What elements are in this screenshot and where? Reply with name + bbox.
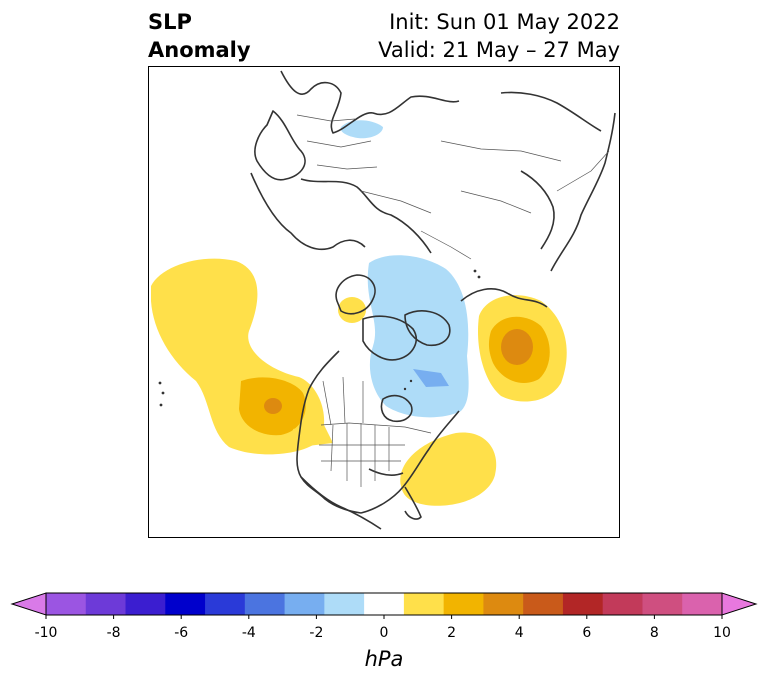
valid-range: Valid: 21 May – 27 May (378, 38, 620, 62)
colorbar-segment (46, 593, 87, 615)
colorbar-tick-label: -6 (174, 625, 189, 641)
colorbar-segment (284, 593, 325, 615)
colorbar-segment (364, 593, 405, 615)
colorbar-segment (205, 593, 246, 615)
north-pacific-high (151, 258, 325, 455)
colorbar-segment (125, 593, 166, 615)
colorbar-under-arrow (10, 592, 47, 616)
aleutian-islands (158, 269, 481, 407)
colorbar-tick-label: 6 (582, 625, 592, 641)
title-line-2: Anomaly (148, 38, 251, 62)
chart-subtitle: Init: Sun 01 May 2022 Valid: 21 May – 27… (378, 8, 620, 64)
colorbar-segment (642, 593, 683, 615)
colorbar-over-arrow (721, 592, 758, 616)
colorbar-tick-label: 4 (514, 625, 524, 641)
title-line-1: SLP (148, 10, 192, 34)
colorbar-tick-label: -8 (106, 625, 121, 641)
colorbar-tick-label: 10 (713, 625, 731, 641)
colorbar-tick-label: 8 (649, 625, 659, 641)
colorbar-segment (483, 593, 524, 615)
western-atlantic-high (293, 423, 497, 506)
map-panel (148, 66, 620, 538)
colorbar-segment (682, 593, 723, 615)
colorbar (10, 592, 758, 619)
siberian-high (477, 295, 567, 402)
political-borders (296, 114, 610, 487)
colorbar-segment (602, 593, 643, 615)
colorbar-segment (562, 593, 604, 615)
colorbar-unit: hPa (364, 647, 404, 671)
colorbar-segment (443, 593, 484, 615)
colorbar-segment (85, 593, 127, 615)
colorbar-segment (324, 593, 365, 615)
init-date: Init: Sun 01 May 2022 (389, 10, 620, 34)
chart-title: SLP Anomaly (148, 8, 251, 64)
colorbar-segment (244, 593, 286, 615)
colorbar-segment (165, 593, 206, 615)
colorbar-tick-label: -10 (34, 625, 58, 641)
colorbar-segment (523, 593, 564, 615)
colorbar-tick-label: 0 (379, 625, 389, 641)
colorbar-segment (403, 593, 445, 615)
european-low (340, 120, 383, 139)
anomaly-map (151, 70, 616, 530)
colorbar-tick-label: -4 (241, 625, 256, 641)
colorbar-tick-label: -2 (309, 625, 324, 641)
arctic-canada-low (367, 255, 469, 418)
coastlines (250, 70, 616, 530)
colorbar-tick-label: 2 (447, 625, 457, 641)
bering-sea-high (338, 297, 366, 323)
